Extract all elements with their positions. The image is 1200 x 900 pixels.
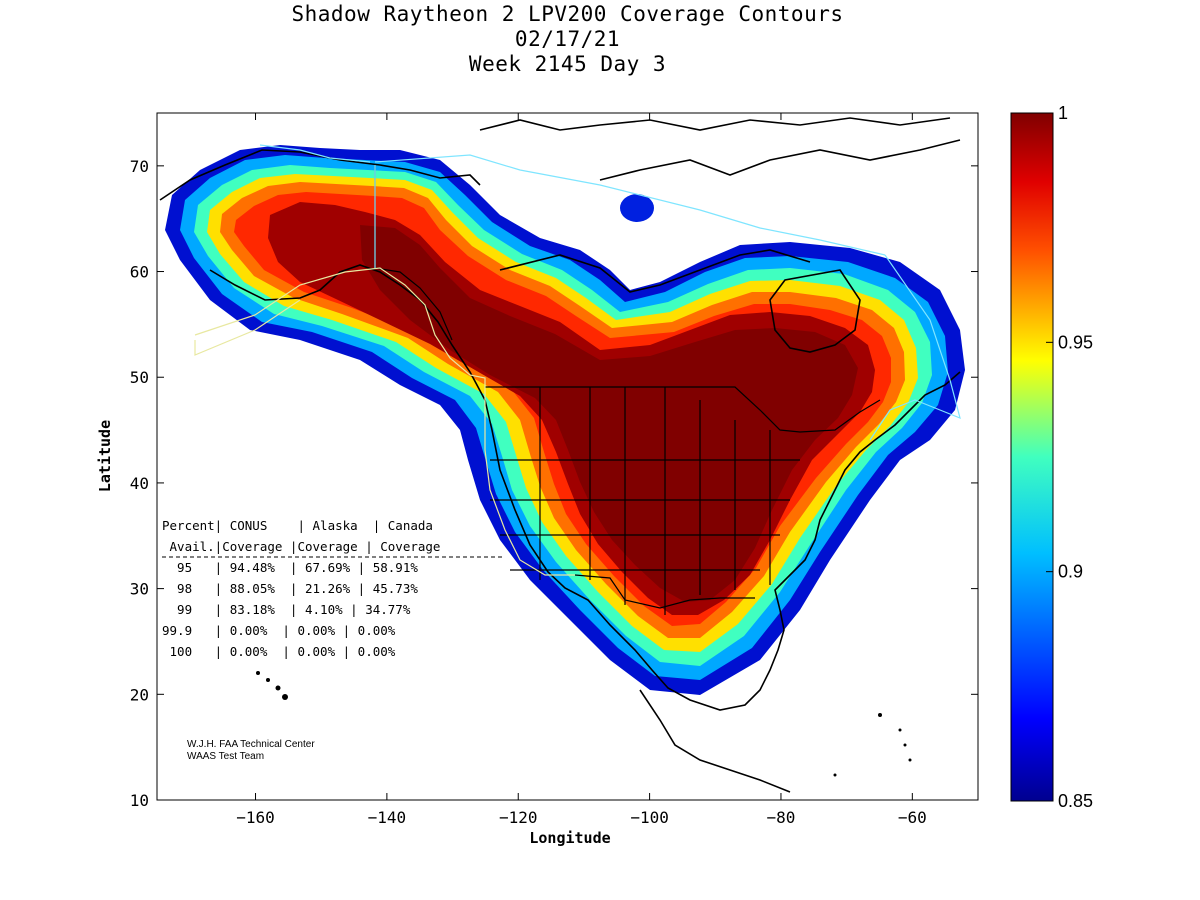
hawaii-islands (256, 671, 288, 700)
plot-frame (156, 112, 979, 801)
colorbar-label: 0.9 (1058, 562, 1083, 582)
table-row: 98 | 88.05% | 21.26% | 45.73% (162, 581, 418, 596)
y-axis-title: Latitude (96, 420, 114, 492)
colorbar-label: 1 (1058, 103, 1068, 123)
table-row: 100 | 0.00% | 0.00% | 0.00% (162, 644, 396, 659)
x-tick-label: −140 (368, 808, 407, 827)
table-row: 99.9 | 0.00% | 0.00% | 0.00% (162, 623, 396, 638)
x-tick-label: −60 (898, 808, 927, 827)
x-tick-label: −80 (767, 808, 796, 827)
y-tick-label: 30 (130, 580, 149, 599)
contour-100-core (360, 225, 858, 602)
x-tick-label: −100 (630, 808, 669, 827)
figure-title: Shadow Raytheon 2 LPV200 Coverage Contou… (291, 2, 844, 26)
table-header-2: Avail.|Coverage |Coverage | Coverage (162, 539, 440, 554)
credit-line-1: W.J.H. FAA Technical Center (187, 739, 315, 750)
table-row: 99 | 83.18% | 4.10% | 34.77% (162, 602, 411, 617)
axis-tick-labels: −160 −140 −120 −100 −80 −60 10 20 30 40 50 60 70 (130, 157, 927, 827)
colorbar-labels: 1 0.95 0.9 0.85 (1046, 103, 1093, 811)
figure-week-day: Week 2145 Day 3 (468, 52, 667, 76)
hudson-coverage-spot (620, 194, 654, 222)
table-row: 95 | 94.48% | 67.69% | 58.91% (162, 560, 418, 575)
y-tick-label: 70 (130, 157, 149, 176)
service-area-outlines (194, 144, 961, 576)
political-boundaries (374, 165, 881, 615)
credit-line-2: WAAS Test Team (187, 751, 264, 762)
y-tick-label: 10 (130, 791, 149, 810)
x-tick-label: −160 (236, 808, 275, 827)
y-tick-label: 50 (130, 368, 149, 387)
y-tick-label: 60 (130, 263, 149, 282)
colorbar (1010, 112, 1054, 802)
colorbar-label: 0.85 (1058, 791, 1093, 811)
y-tick-label: 20 (130, 685, 149, 704)
table-header-1: Percent| CONUS | Alaska | Canada (162, 518, 433, 533)
coverage-contours (159, 117, 965, 793)
availability-table: Percent| CONUS | Alaska | Canada Avail.|… (162, 518, 502, 659)
axis-ticks (157, 113, 978, 801)
x-axis-title: Longitude (529, 829, 610, 847)
figure-date: 02/17/21 (514, 27, 621, 51)
y-tick-label: 40 (130, 474, 149, 493)
coastlines (159, 117, 961, 793)
x-tick-label: −120 (499, 808, 538, 827)
caribbean-islands (833, 713, 912, 777)
colorbar-label: 0.95 (1058, 332, 1093, 352)
